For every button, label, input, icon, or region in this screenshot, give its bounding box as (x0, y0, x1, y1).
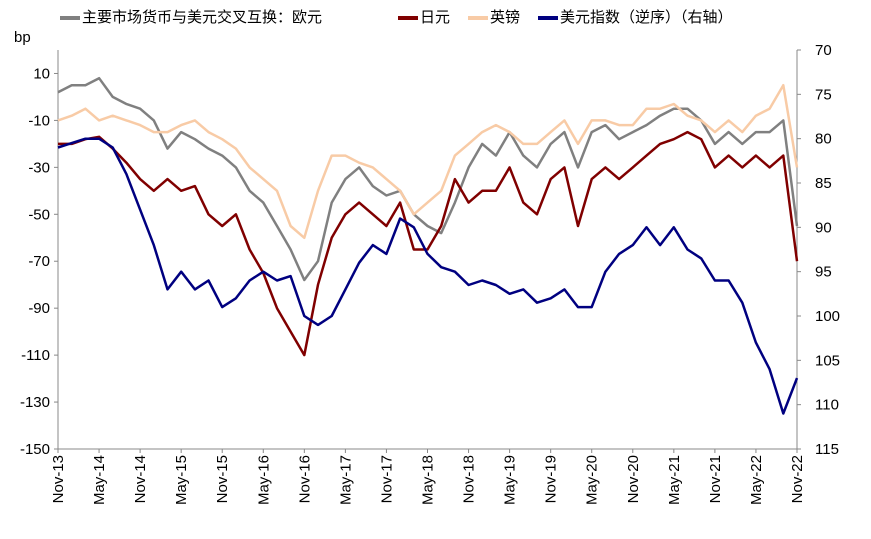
legend-label: 英镑 (490, 8, 520, 26)
y2-tick-label: 85 (815, 175, 832, 192)
x-tick-label: May-22 (748, 455, 765, 505)
y2-tick-label: 80 (815, 131, 832, 148)
y-tick-label: -30 (28, 159, 50, 176)
series-line (57, 76, 799, 282)
legend-label: 日元 (420, 9, 450, 26)
x-tick-label: May-21 (666, 455, 683, 505)
x-tick-label: Nov-20 (625, 455, 642, 503)
y2-tick-label: 110 (815, 397, 839, 414)
y-tick-label: -10 (28, 112, 50, 129)
x-tick-label: May-20 (584, 455, 601, 505)
x-tick-label: May-15 (173, 455, 190, 505)
x-tick-label: Nov-15 (214, 455, 231, 503)
x-tick-label: Nov-17 (378, 455, 395, 503)
x-tick-label: Nov-14 (132, 455, 149, 503)
y-tick-label: -90 (28, 300, 50, 317)
x-tick-label: Nov-19 (543, 455, 560, 503)
series-line (58, 130, 799, 357)
y-tick-label: -150 (20, 441, 50, 458)
x-tick-label: May-14 (91, 455, 108, 505)
x-tick-label: Nov-18 (461, 455, 478, 503)
y-tick-label: -50 (28, 206, 50, 223)
x-tick-label: Nov-13 (50, 455, 67, 503)
x-tick-label: May-17 (337, 455, 354, 505)
y2-tick-label: 75 (815, 86, 832, 103)
y2-tick-label: 105 (815, 352, 840, 369)
x-tick-label: May-16 (255, 455, 272, 505)
y2-tick-label: 100 (815, 308, 840, 325)
series-line (57, 83, 799, 240)
y2-tick-label: 115 (815, 441, 839, 458)
x-tick-label: May-19 (502, 455, 519, 505)
y2-tick-label: 70 (815, 42, 832, 59)
legend: 主要市场货币与美元交叉互换：欧元 日元 英镑 美元指数（逆序）（右轴） (60, 8, 733, 26)
y-tick-label: 10 (33, 65, 50, 82)
y2-tick-label: 90 (815, 219, 832, 236)
x-tick-label: May-18 (420, 455, 437, 505)
y-tick-label: -110 (21, 347, 50, 364)
x-tick-label: Nov-22 (789, 455, 806, 503)
x-tick-label: Nov-21 (707, 455, 724, 503)
y-tick-label: -70 (28, 253, 50, 270)
legend-label: 主要市场货币与美元交叉互换：欧元 (82, 8, 322, 26)
x-tick-label: Nov-16 (296, 455, 313, 503)
series-line (57, 137, 799, 415)
y2-tick-label: 95 (815, 264, 832, 281)
legend-label: 美元指数（逆序）（右轴） (560, 9, 733, 26)
y-axis-label: bp (14, 29, 31, 46)
y-tick-label: -130 (20, 394, 50, 411)
